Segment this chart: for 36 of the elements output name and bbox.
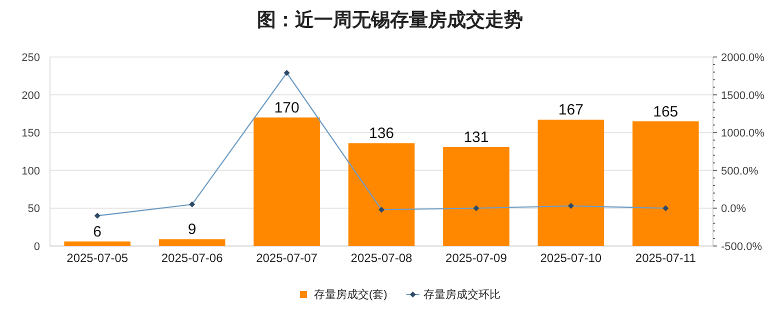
- y2-tick-label: -500.0%: [721, 241, 762, 253]
- data-label: 170: [274, 99, 300, 116]
- y2-tick-label: 2000.0%: [721, 52, 765, 64]
- data-label: 9: [188, 221, 196, 238]
- bar: [158, 239, 226, 246]
- data-label: 136: [368, 125, 394, 142]
- y-tick-label: 0: [34, 241, 40, 253]
- x-tick-label: 2025-07-07: [256, 251, 318, 265]
- bar: [348, 143, 415, 246]
- x-tick-label: 2025-07-08: [350, 251, 413, 265]
- y-tick-label: 200: [22, 90, 40, 102]
- x-tick-label: 2025-07-06: [161, 251, 224, 265]
- data-label: 131: [464, 128, 489, 146]
- bar: [443, 146, 510, 246]
- chart-title: 图：近一周无锡存量房成交走势: [257, 9, 523, 31]
- x-tick-label: 2025-07-05: [66, 251, 128, 265]
- y-tick-label: 100: [22, 165, 40, 178]
- y2-tick-label: 500.0%: [721, 165, 759, 178]
- y-tick-label: 150: [22, 128, 40, 140]
- legend-label: 存量房成交(套): [314, 288, 388, 301]
- bar: [254, 117, 320, 246]
- x-tick-label: 2025-07-09: [446, 251, 508, 265]
- x-tick-label: 2025-07-11: [635, 251, 696, 265]
- y-tick-label: 50: [28, 203, 40, 216]
- data-label: 167: [558, 102, 584, 119]
- y-tick-label: 250: [22, 52, 40, 64]
- bar: [632, 121, 699, 246]
- data-label: 6: [93, 223, 102, 240]
- y2-tick-label: 0.0%: [721, 203, 746, 216]
- y2-tick-label: 1500.0%: [721, 90, 765, 102]
- x-tick-label: 2025-07-10: [540, 251, 602, 265]
- bar: [64, 241, 131, 246]
- y2-tick-label: 1000.0%: [721, 128, 765, 140]
- bar: [538, 120, 604, 246]
- legend-label: 存量房成交环比: [423, 288, 500, 301]
- data-label: 165: [653, 103, 678, 120]
